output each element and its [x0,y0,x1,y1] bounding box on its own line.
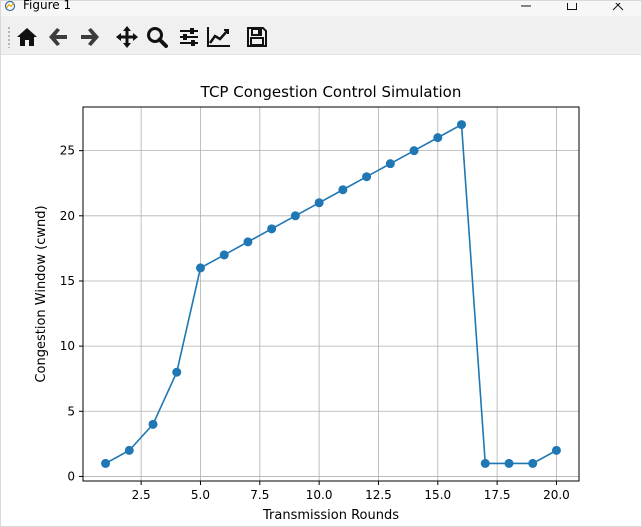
zoom-button[interactable] [143,23,171,51]
x-tick-label: 15.0 [424,488,451,502]
data-point [551,445,561,455]
x-tick-label: 10.0 [306,488,333,502]
y-tick-label: 15 [60,274,75,288]
data-point [385,159,395,169]
close-icon [612,3,624,11]
pan-button[interactable] [113,23,141,51]
axis-ticks: 2.5 5.0 7.5 10.0 12.5 15.0 17.5 20.0 0 5 10 15 20 25 [60,144,570,502]
home-button[interactable] [13,23,41,51]
window-title: Figure 1 [23,0,72,12]
data-point [290,211,300,221]
magnifier-icon [147,27,168,48]
home-icon [17,28,37,46]
axes-frame [82,106,580,482]
line-chart-icon [207,27,230,47]
floppy-disk-icon [247,27,267,47]
series-line [105,123,557,465]
arrow-left-icon [49,28,67,46]
data-point [243,237,253,247]
data-point [124,445,134,455]
data-point [338,185,348,195]
data-point [457,120,467,130]
forward-button[interactable] [75,23,103,51]
data-point [528,458,538,468]
y-tick-label: 25 [60,144,75,158]
grid [83,107,579,481]
x-tick-label: 12.5 [365,488,392,502]
customize-button[interactable] [205,23,233,51]
title-bar: Figure 1 [1,0,641,17]
y-tick-label: 5 [67,404,75,418]
line-chart: 2.5 5.0 7.5 10.0 12.5 15.0 17.5 20.00510152025 … [34,83,580,523]
x-axis-label: Transmission Rounds [262,508,399,523]
app-icon [3,0,17,13]
maximize-button[interactable] [549,1,595,17]
y-axis-label: Congestion Window (cwnd) [34,205,49,382]
minimize-icon [521,5,531,7]
sliders-icon [180,28,198,46]
arrow-right-icon [81,28,99,46]
chart-title: TCP Congestion Control Simulation [200,83,462,101]
data-point [219,250,229,260]
data-point [362,172,372,182]
figure-canvas[interactable]: 2.5 5.0 7.5 10.0 12.5 15.0 17.5 20.0 0 5 10 15 20 25 … [1,55,641,526]
minimize-button[interactable] [503,1,549,17]
data-point [480,458,490,468]
data-point [504,458,514,468]
navigation-toolbar [1,17,641,55]
x-tick-label: 7.5 [250,488,269,502]
x-tick-label: 5.0 [191,488,210,502]
y-tick-label: 20 [60,209,75,223]
series-cwnd [101,120,561,468]
data-point [172,367,182,377]
y-tick-label: 0 [67,469,75,483]
subplots-button[interactable] [175,23,203,51]
toolbar-grip[interactable] [7,26,11,48]
back-button[interactable] [45,23,73,51]
x-tick-label: 2.5 [132,488,151,502]
data-point [148,419,158,429]
x-tick-label: 17.5 [484,488,511,502]
maximize-icon [567,3,577,10]
save-button[interactable] [243,23,271,51]
window-controls [503,1,641,17]
x-tick-label: 20.0 [543,488,570,502]
y-tick-label: 10 [60,339,75,353]
data-point [433,133,443,143]
data-point [267,224,277,234]
data-point [195,263,205,273]
move-icon [116,26,138,48]
close-button[interactable] [595,1,641,17]
data-point [101,458,111,468]
data-point [314,198,324,208]
data-point [409,146,419,156]
